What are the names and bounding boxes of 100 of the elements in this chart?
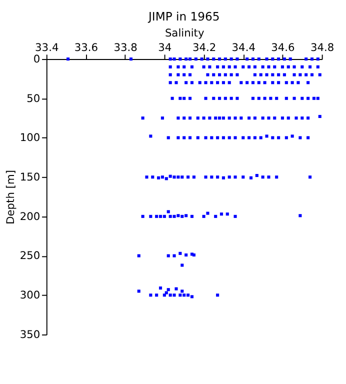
point bbox=[306, 81, 310, 84]
point bbox=[251, 96, 255, 100]
point bbox=[184, 253, 188, 257]
point bbox=[166, 254, 170, 258]
point bbox=[318, 73, 322, 76]
point bbox=[259, 73, 262, 76]
point bbox=[310, 73, 314, 76]
point bbox=[298, 136, 302, 140]
point bbox=[263, 81, 266, 84]
point bbox=[212, 96, 216, 100]
point bbox=[194, 57, 198, 61]
point bbox=[164, 291, 168, 294]
point bbox=[271, 57, 274, 61]
point bbox=[182, 294, 186, 297]
point bbox=[155, 214, 158, 218]
point bbox=[206, 212, 210, 215]
point bbox=[202, 116, 206, 120]
point bbox=[218, 57, 222, 61]
point bbox=[273, 116, 276, 120]
point bbox=[282, 73, 286, 76]
point bbox=[176, 65, 180, 68]
point bbox=[300, 96, 304, 100]
point bbox=[280, 116, 284, 120]
point bbox=[296, 81, 300, 84]
x-tick-label: 34.4 bbox=[232, 40, 256, 54]
point bbox=[188, 57, 192, 61]
point bbox=[160, 176, 164, 179]
point bbox=[196, 116, 200, 120]
point bbox=[172, 214, 176, 218]
point bbox=[204, 81, 208, 84]
point bbox=[277, 57, 280, 61]
point bbox=[236, 96, 239, 100]
point bbox=[182, 116, 186, 120]
point bbox=[176, 214, 180, 218]
point bbox=[204, 136, 208, 140]
point bbox=[141, 116, 144, 120]
point bbox=[66, 57, 70, 61]
point bbox=[275, 176, 278, 179]
point bbox=[178, 294, 182, 297]
point bbox=[308, 176, 312, 179]
y-tick-label: 0 bbox=[33, 52, 40, 66]
point bbox=[210, 176, 214, 179]
point bbox=[234, 214, 237, 218]
point bbox=[141, 214, 144, 218]
point bbox=[188, 116, 192, 120]
point bbox=[168, 174, 172, 178]
point bbox=[228, 136, 231, 140]
point bbox=[170, 96, 174, 100]
point bbox=[298, 214, 302, 218]
point bbox=[251, 81, 255, 84]
point bbox=[168, 214, 172, 218]
point bbox=[137, 254, 140, 258]
y-tick-label: 100 bbox=[20, 131, 40, 144]
point bbox=[265, 57, 268, 61]
point bbox=[210, 81, 214, 84]
point bbox=[208, 116, 212, 120]
point bbox=[204, 176, 208, 179]
point bbox=[184, 214, 188, 218]
point bbox=[222, 116, 225, 120]
point bbox=[242, 136, 245, 140]
point bbox=[257, 81, 260, 84]
point bbox=[214, 214, 218, 218]
x-tick-label: 34.8 bbox=[310, 40, 334, 54]
point bbox=[149, 294, 152, 297]
point bbox=[176, 136, 180, 140]
point bbox=[174, 81, 178, 84]
point bbox=[234, 136, 237, 140]
point bbox=[190, 295, 194, 298]
point bbox=[312, 96, 316, 100]
point bbox=[222, 176, 225, 180]
point bbox=[129, 57, 133, 61]
point bbox=[277, 136, 280, 140]
point bbox=[271, 73, 274, 76]
point bbox=[158, 286, 162, 290]
point bbox=[206, 73, 210, 76]
point bbox=[216, 176, 220, 179]
point bbox=[178, 96, 182, 100]
point bbox=[288, 57, 292, 61]
point bbox=[180, 264, 184, 267]
point bbox=[249, 176, 253, 180]
point bbox=[228, 176, 231, 179]
point bbox=[277, 73, 280, 76]
point bbox=[284, 81, 288, 84]
point bbox=[172, 294, 176, 297]
point bbox=[157, 176, 160, 180]
point bbox=[198, 81, 202, 84]
point bbox=[265, 134, 268, 138]
point bbox=[292, 65, 296, 68]
point bbox=[180, 176, 184, 179]
point bbox=[253, 116, 256, 120]
point bbox=[224, 73, 227, 76]
point bbox=[298, 73, 302, 76]
point bbox=[267, 65, 270, 68]
point bbox=[292, 73, 296, 76]
point bbox=[182, 65, 186, 68]
point bbox=[261, 65, 264, 68]
point bbox=[251, 57, 255, 61]
point bbox=[316, 57, 320, 61]
point bbox=[228, 116, 231, 120]
point bbox=[255, 174, 258, 178]
